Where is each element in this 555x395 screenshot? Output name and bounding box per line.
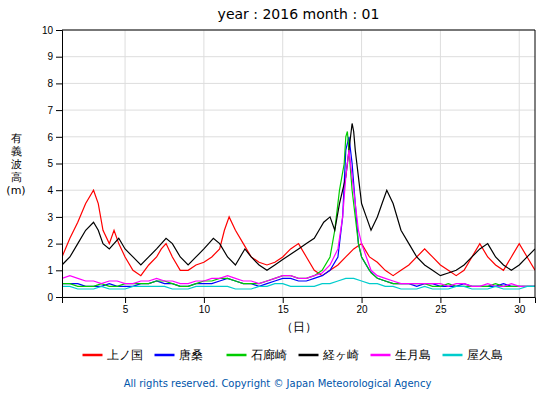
series-line [62, 278, 535, 289]
legend: 上ノ国 唐桑 石廊崎 経ヶ崎 生月島 屋久島 [83, 348, 503, 362]
y-axis-tick: 6 [47, 132, 62, 143]
y-axis-tick-label: 0 [47, 292, 53, 303]
x-axis-domain [63, 298, 536, 304]
y-axis-tick-mark [56, 57, 62, 58]
grid-line-y [62, 216, 535, 217]
annotation: All rights reserved. Copyright © Japan M… [124, 378, 432, 389]
frame-right [535, 30, 536, 297]
y-axis-tick-label: 6 [47, 132, 53, 143]
y-axis-tick-label: 4 [47, 185, 53, 196]
x-axis-tick: 10 [199, 297, 211, 315]
y-axis-tick: 5 [47, 158, 62, 169]
x-axis-tick: 25 [435, 297, 447, 315]
y-axis-tick-label: 5 [47, 158, 53, 169]
x-axis-tick-mark [440, 297, 441, 303]
legend-label: 唐桑 [179, 348, 203, 362]
frame-top [62, 30, 535, 31]
y-axis-tick: 2 [47, 238, 62, 249]
y-axis-tick-label: 2 [47, 238, 53, 249]
series-line [62, 131, 535, 286]
y-axis-tick-mark [56, 137, 62, 138]
x-axis-tick-label: 10 [199, 304, 211, 315]
x-axis: 5 10 15 20 25 30 [63, 297, 536, 315]
y-axis-tick-mark [56, 244, 62, 245]
y-axis-tick: 4 [47, 185, 62, 196]
grid-line-y [62, 190, 535, 191]
legend-label: 上ノ国 [107, 348, 143, 362]
y-axis-tick: 3 [47, 212, 62, 223]
lines [62, 123, 535, 289]
y-axis-tick-label: 9 [47, 51, 53, 62]
y-axis-tick-label: 7 [47, 105, 53, 116]
grid-line-y [62, 56, 535, 57]
y-axis-tick: 10 [42, 25, 62, 36]
x-axis-tick-label: 30 [514, 304, 526, 315]
grid-line-y [62, 136, 535, 137]
x-axis-tick-mark [125, 297, 126, 303]
y-axis-tick-mark [56, 30, 62, 31]
y-axis-tick-label: 3 [47, 212, 53, 223]
y-axis-tick-mark [56, 83, 62, 84]
y-axis-tick-mark [56, 270, 62, 271]
legend-swatch [83, 354, 103, 357]
y-axis: 0 1 2 3 4 5 6 7 8 9 10 [42, 25, 63, 303]
x-label: （日） [281, 320, 317, 334]
x-axis-tick-label: 5 [123, 304, 129, 315]
grid [62, 30, 535, 297]
y-axis-tick-mark [56, 217, 62, 218]
y-axis-tick: 7 [47, 105, 62, 116]
y-axis-tick-mark [56, 190, 62, 191]
legend-item: 経ヶ崎 [299, 348, 359, 362]
y-axis-tick-label: 8 [47, 78, 53, 89]
x-axis-tick-label: 15 [278, 304, 290, 315]
y-axis-tick: 0 [47, 292, 62, 303]
y-axis-tick-mark [56, 110, 62, 111]
y-axis-tick-mark [56, 297, 62, 298]
x-axis-tick-label: 25 [435, 304, 447, 315]
series-line [62, 137, 535, 287]
series-line [62, 150, 535, 286]
grid-line-y [62, 30, 535, 31]
grid-line-y [62, 163, 535, 164]
y-axis-tick-mark [56, 164, 62, 165]
series-line [62, 190, 535, 275]
x-axis-tick: 15 [278, 297, 290, 315]
y-axis-tick: 8 [47, 78, 62, 89]
x-axis-tick: 20 [357, 297, 369, 315]
legend-swatch [443, 354, 463, 357]
grid-line-y [62, 110, 535, 111]
legend-item: 生月島 [371, 348, 431, 362]
legend-item: 石廊崎 [227, 348, 287, 362]
x-axis-tick: 30 [514, 297, 526, 315]
y-axis-tick: 1 [47, 265, 62, 276]
y-axis-tick-label: 10 [42, 25, 54, 36]
y-axis-tick-label: 1 [47, 265, 53, 276]
legend-item: 屋久島 [443, 348, 503, 362]
x-axis-tick-mark [519, 297, 520, 303]
legend-item: 唐桑 [155, 348, 203, 362]
legend-label: 屋久島 [467, 348, 503, 362]
legend-swatch [227, 354, 247, 357]
y-label: 有義波高(m) [6, 132, 25, 197]
chart: 5 10 15 20 25 30 0 1 2 3 4 5 6 7 8 9 10 year : 2016 month… [0, 0, 555, 395]
x-axis-tick-label: 20 [357, 304, 369, 315]
y-axis-tick: 9 [47, 51, 62, 62]
x-axis-tick-mark [283, 297, 284, 303]
legend-label: 経ヶ崎 [322, 348, 359, 362]
series-line [62, 123, 535, 275]
plot: 5 10 15 20 25 30 0 1 2 3 4 5 6 7 8 9 10 [42, 25, 536, 315]
x-axis-tick-mark [204, 297, 205, 303]
legend-label: 生月島 [395, 348, 431, 362]
legend-label: 石廊崎 [251, 348, 287, 362]
legend-swatch [155, 354, 175, 357]
legend-item: 上ノ国 [83, 348, 143, 362]
x-axis-tick-mark [362, 297, 363, 303]
x-axis-tick: 5 [123, 297, 129, 315]
legend-swatch [299, 354, 319, 357]
title: year : 2016 month : 01 [218, 6, 380, 22]
y-axis-domain [56, 31, 63, 298]
grid-line-y [62, 83, 535, 84]
legend-swatch [371, 354, 391, 357]
